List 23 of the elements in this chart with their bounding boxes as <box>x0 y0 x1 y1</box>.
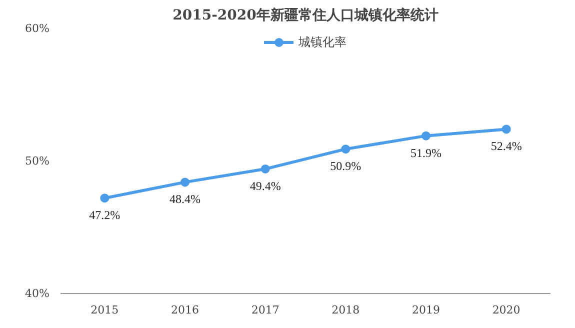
data-label: 51.9% <box>410 146 442 160</box>
chart-title: 2015-2020年新疆常住人口城镇化率统计 <box>172 6 438 24</box>
legend-label: 城镇化率 <box>298 34 346 50</box>
data-label: 48.4% <box>170 192 201 206</box>
point <box>180 178 190 187</box>
y-tick-label: 60% <box>25 22 50 35</box>
data-label: 47.2% <box>89 208 120 222</box>
x-tick-label: 2019 <box>412 304 440 316</box>
x-tick-label: 2017 <box>251 304 280 316</box>
y-tick-label: 40% <box>25 287 50 300</box>
point <box>341 144 350 154</box>
x-tick-label: 2015 <box>90 304 119 316</box>
x-tick-label: 2016 <box>171 304 200 316</box>
point <box>502 124 511 134</box>
data-label: 49.4% <box>250 178 281 193</box>
point <box>100 194 110 203</box>
point <box>421 131 430 140</box>
x-tick-label: 2020 <box>492 304 520 316</box>
data-label: 52.4% <box>490 139 522 154</box>
point <box>260 164 270 174</box>
x-tick-label: 2018 <box>332 304 360 316</box>
y-tick-label: 50% <box>25 154 50 168</box>
data-label: 50.9% <box>330 159 362 174</box>
